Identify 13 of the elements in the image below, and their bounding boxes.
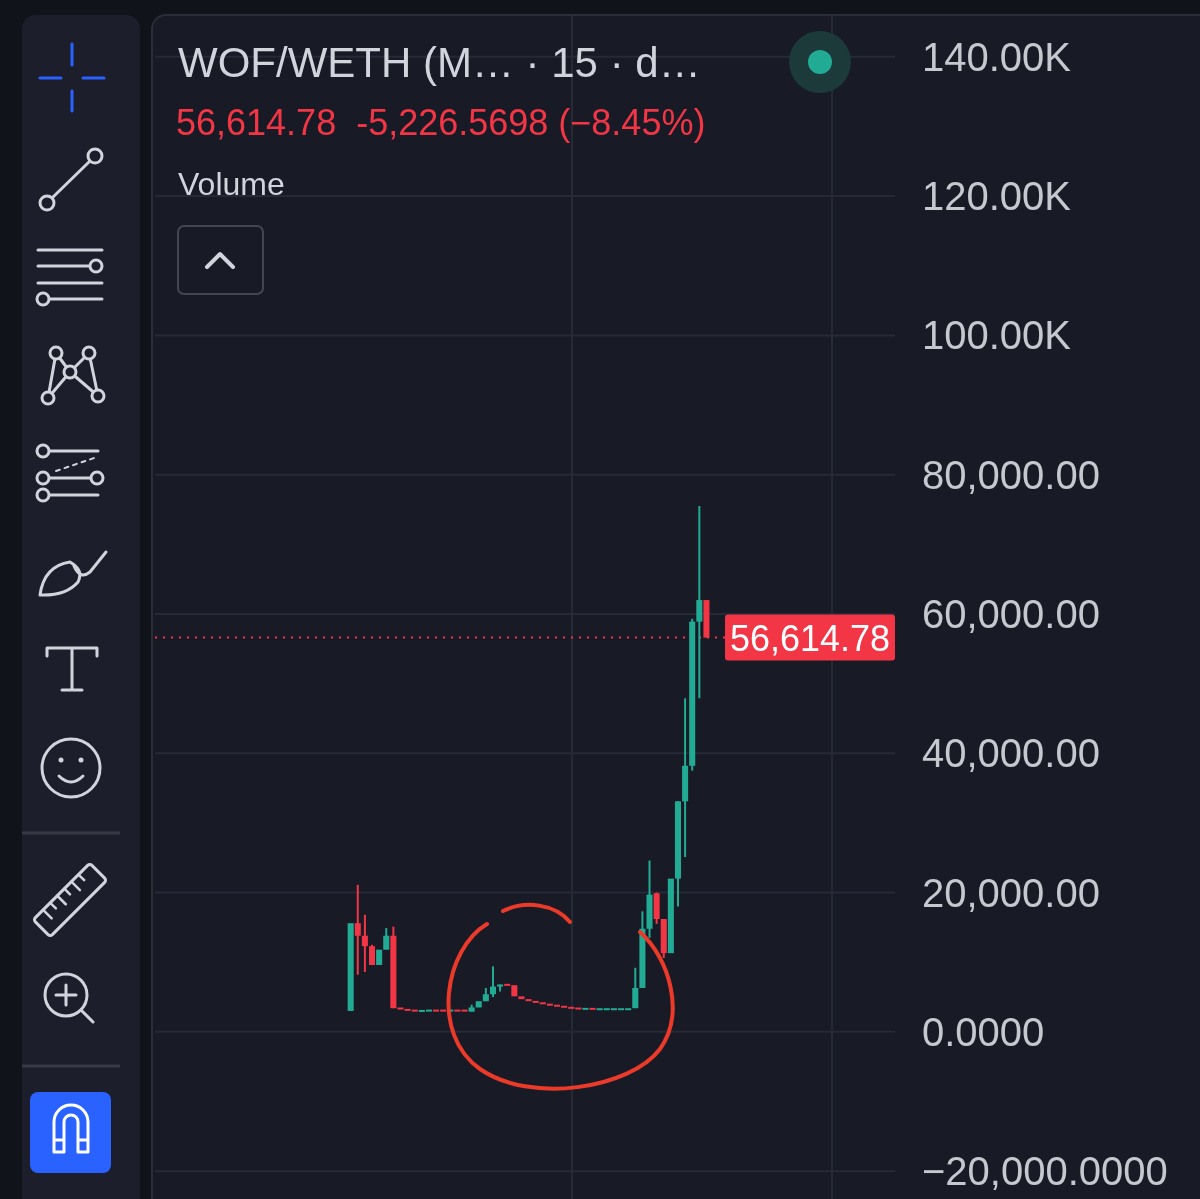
ref-line-label: 56,614.78 — [729, 617, 891, 659]
y-tick-label: 60,000.00 — [922, 591, 1100, 636]
y-tick-label: 140.00K — [922, 34, 1072, 79]
y-tick-label: 0.0000 — [922, 1009, 1045, 1054]
y-tick-label: 20,000.00 — [922, 870, 1100, 915]
y-tick-label: 100.00K — [922, 313, 1072, 358]
y-tick-label: 40,000.00 — [922, 731, 1100, 776]
y-tick-label: 80,000.00 — [922, 452, 1100, 497]
annotation: Volume — [178, 166, 285, 202]
text: 56,614.78 -5,226.5698 (−8.45%) — [176, 101, 706, 143]
text: WOF/WETH (M… · 15 · d… — [178, 38, 701, 86]
y-tick-label: 120.00K — [922, 174, 1072, 219]
y-tick-label: −20,000.0000 — [922, 1149, 1168, 1194]
